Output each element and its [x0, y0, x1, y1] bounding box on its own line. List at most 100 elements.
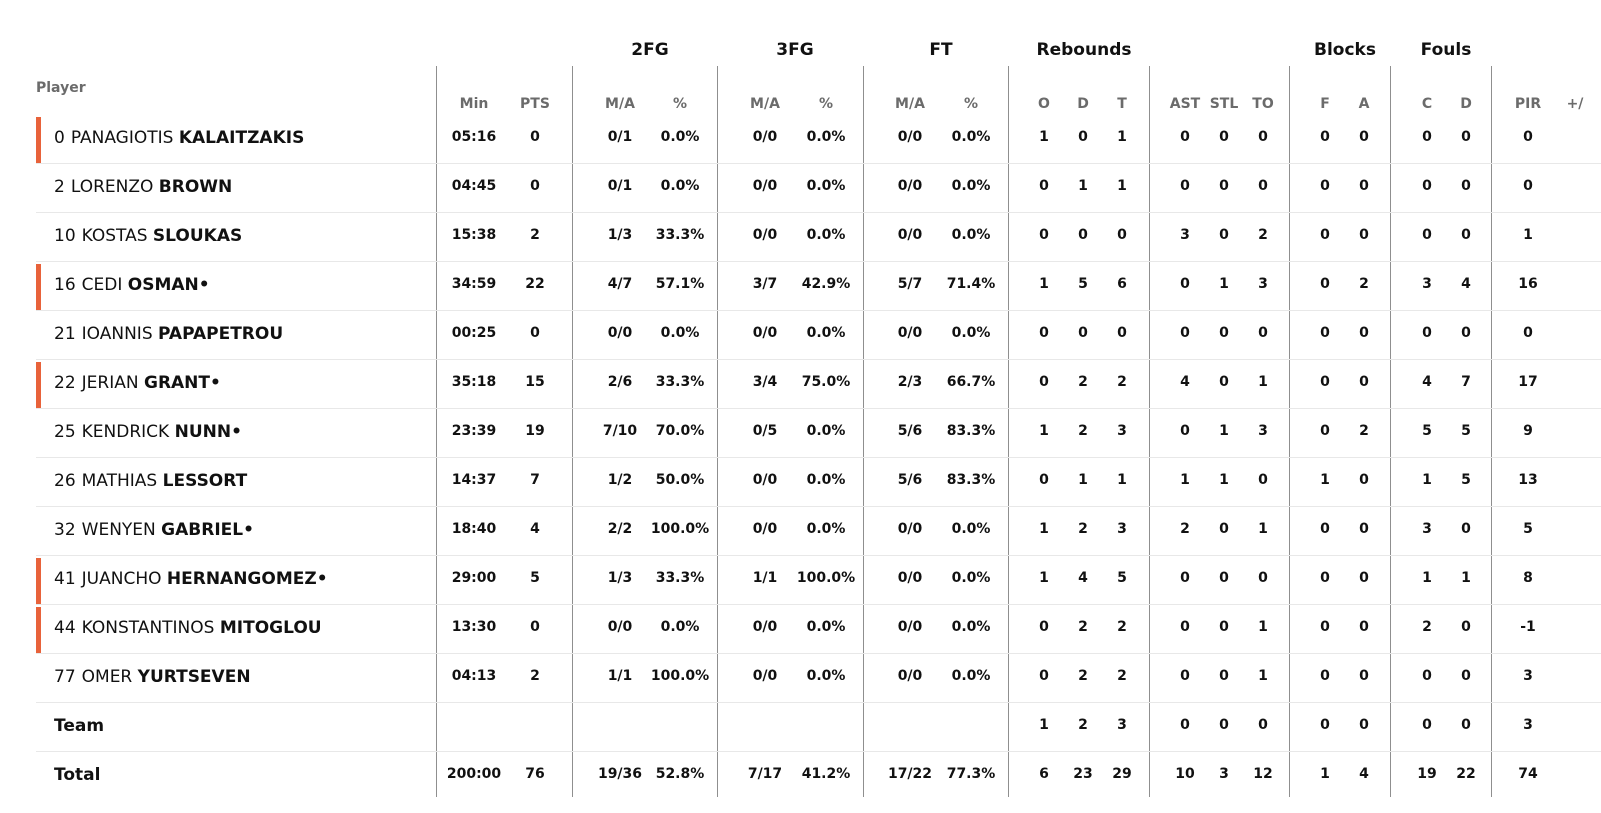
cell-reb-o: 0 — [1039, 472, 1049, 488]
row-separator — [36, 261, 1601, 262]
cell-reb-o: 0 — [1039, 619, 1049, 635]
player-number: 32 — [54, 520, 76, 540]
player-name[interactable]: 16 CEDI OSMAN• — [54, 275, 210, 295]
cell-foul-d: 4 — [1461, 276, 1471, 292]
cell-fg3-pct: 41.2% — [801, 766, 851, 782]
player-name[interactable]: 25 KENDRICK NUNN• — [54, 422, 242, 442]
cell-blk-a: 2 — [1359, 276, 1369, 292]
subheader-ft-ma[interactable]: M/A — [895, 96, 925, 112]
player-last-name: BROWN — [158, 177, 233, 197]
subheader-pts[interactable]: PTS — [520, 96, 550, 112]
player-number: 0 — [54, 128, 65, 148]
cell-blk-a: 0 — [1359, 325, 1369, 341]
cell-ast: 0 — [1180, 717, 1190, 733]
player-number: 44 — [54, 618, 76, 638]
cell-pir: 13 — [1518, 472, 1538, 488]
subheader-foul-c[interactable]: C — [1421, 96, 1433, 112]
cell-blk-a: 0 — [1359, 717, 1369, 733]
subheader-blk-f[interactable]: F — [1320, 96, 1330, 112]
cell-blk-a: 0 — [1359, 521, 1369, 537]
player-name[interactable]: 44 KONSTANTINOS MITOGLOU — [54, 618, 322, 638]
cell-fg3-pct: 42.9% — [801, 276, 851, 292]
cell-pts: 2 — [530, 227, 540, 243]
cell-to: 1 — [1258, 668, 1268, 684]
cell-foul-c: 3 — [1422, 521, 1432, 537]
cell-foul-d: 0 — [1461, 178, 1471, 194]
cell-ast: 0 — [1180, 423, 1190, 439]
cell-pts: 19 — [525, 423, 545, 439]
cell-pir: 8 — [1523, 570, 1533, 586]
cell-blk-f: 0 — [1320, 325, 1330, 341]
subheader-blk-a[interactable]: A — [1358, 96, 1370, 112]
cell-ft-ma: 0/0 — [897, 325, 923, 341]
player-name[interactable]: 77 OMER YURTSEVEN — [54, 667, 251, 687]
cell-to: 12 — [1253, 766, 1273, 782]
player-name[interactable]: 41 JUANCHO HERNANGOMEZ• — [54, 569, 328, 589]
subheader-to[interactable]: TO — [1252, 96, 1274, 112]
cell-reb-o: 6 — [1039, 766, 1049, 782]
player-name[interactable]: 32 WENYEN GABRIEL• — [54, 520, 254, 540]
player-number: 10 — [54, 226, 76, 246]
cell-ft-pct: 0.0% — [951, 227, 991, 243]
cell-min: 05:16 — [451, 129, 497, 145]
cell-stl: 0 — [1219, 129, 1229, 145]
cell-reb-t: 0 — [1117, 325, 1127, 341]
cell-min: 200:00 — [446, 766, 502, 782]
cell-foul-d: 0 — [1461, 717, 1471, 733]
cell-stl: 0 — [1219, 570, 1229, 586]
player-last-name: OSMAN — [127, 275, 199, 295]
cell-reb-d: 2 — [1078, 619, 1088, 635]
cell-pir: 16 — [1518, 276, 1538, 292]
subheader-fg3-pct[interactable]: % — [818, 96, 834, 112]
cell-reb-t: 5 — [1117, 570, 1127, 586]
subheader-reb-t[interactable]: T — [1117, 96, 1127, 112]
player-name[interactable]: 26 MATHIAS LESSORT — [54, 471, 247, 491]
cell-reb-t: 3 — [1117, 521, 1127, 537]
player-last-name: GABRIEL — [161, 520, 244, 540]
cell-reb-d: 2 — [1078, 668, 1088, 684]
cell-stl: 0 — [1219, 619, 1229, 635]
cell-reb-d: 0 — [1078, 129, 1088, 145]
subheader-stl[interactable]: STL — [1209, 96, 1239, 112]
cell-reb-t: 2 — [1117, 668, 1127, 684]
subheader-fg2-ma[interactable]: M/A — [605, 96, 635, 112]
subheader-reb-o[interactable]: O — [1038, 96, 1050, 112]
subheader-pm[interactable]: +/ — [1566, 96, 1584, 112]
player-name[interactable]: 0 PANAGIOTIS KALAITZAKIS — [54, 128, 304, 148]
player-name[interactable]: 22 JERIAN GRANT• — [54, 373, 221, 393]
cell-ast: 0 — [1180, 178, 1190, 194]
subheader-reb-d[interactable]: D — [1077, 96, 1089, 112]
cell-fg2-ma: 4/7 — [607, 276, 633, 292]
subheader-fg2-pct[interactable]: % — [672, 96, 688, 112]
subheader-ft-pct[interactable]: % — [963, 96, 979, 112]
cell-reb-t: 2 — [1117, 619, 1127, 635]
cell-pir: 9 — [1523, 423, 1533, 439]
cell-reb-o: 0 — [1039, 325, 1049, 341]
subheader-min[interactable]: Min — [459, 96, 489, 112]
cell-foul-d: 1 — [1461, 570, 1471, 586]
player-name[interactable]: 2 LORENZO BROWN — [54, 177, 232, 197]
subheader-pir[interactable]: PIR — [1514, 96, 1542, 112]
row-separator — [36, 163, 1601, 164]
cell-fg3-ma: 0/0 — [752, 325, 778, 341]
subheader-fg3-ma[interactable]: M/A — [750, 96, 780, 112]
cell-fg2-ma: 2/2 — [607, 521, 633, 537]
cell-fg2-pct: 0.0% — [660, 129, 700, 145]
cell-blk-a: 0 — [1359, 129, 1369, 145]
cell-to: 1 — [1258, 521, 1268, 537]
starter-indicator — [36, 558, 41, 604]
cell-fg3-pct: 0.0% — [806, 178, 846, 194]
group-header-ft: FT — [929, 40, 953, 60]
subheader-foul-d[interactable]: D — [1460, 96, 1472, 112]
subheader-ast[interactable]: AST — [1169, 96, 1201, 112]
player-number: 26 — [54, 471, 76, 491]
table-row: 22 JERIAN GRANT• 35:18 15 2/6 33.3% 3/4 75.0% 2/… — [36, 359, 1601, 408]
player-first-name: KOSTAS — [81, 226, 148, 246]
player-first-name: KONSTANTINOS — [81, 618, 215, 638]
cell-fg3-ma: 1/1 — [752, 570, 778, 586]
player-name[interactable]: 21 IOANNIS PAPAPETROU — [54, 324, 283, 344]
cell-ft-pct: 0.0% — [951, 521, 991, 537]
player-number: 16 — [54, 275, 76, 295]
cell-fg2-pct: 0.0% — [660, 619, 700, 635]
player-name[interactable]: 10 KOSTAS SLOUKAS — [54, 226, 242, 246]
